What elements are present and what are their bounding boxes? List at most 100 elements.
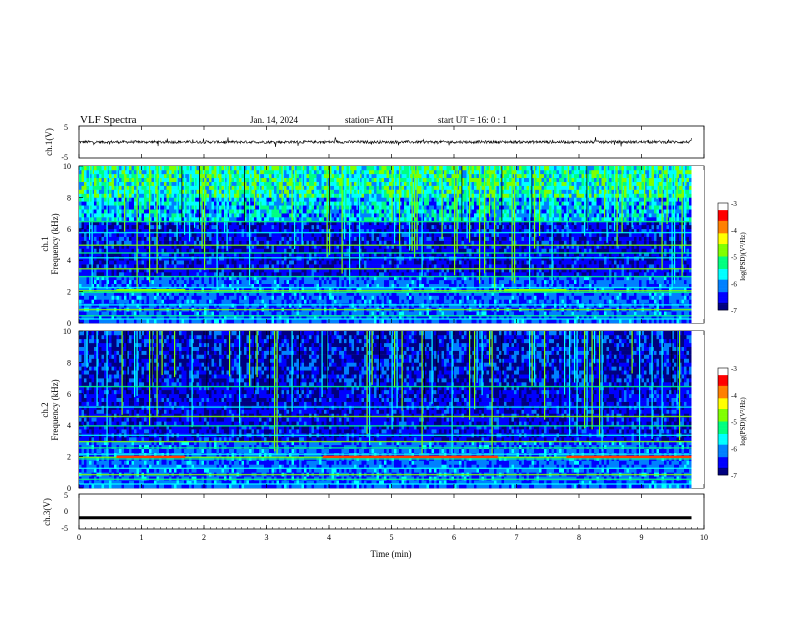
spectrogram-cell <box>366 295 370 300</box>
spectrogram-cell <box>204 166 207 171</box>
spectrogram-cell <box>149 181 152 186</box>
spectrogram-cell <box>191 311 195 316</box>
spectrogram-cell <box>189 232 192 237</box>
spectrogram-cell <box>139 217 142 222</box>
spectrogram-cell <box>324 193 327 198</box>
spectrogram-cell <box>331 201 335 206</box>
spectrogram-cell <box>261 213 265 218</box>
spectrogram-cell <box>271 272 275 277</box>
spectrogram-cell <box>314 236 317 241</box>
spectrogram-cell <box>234 177 237 183</box>
spectrogram-cell <box>176 275 180 281</box>
spectrogram-cell <box>91 205 95 210</box>
spectrogram-cell <box>144 193 147 198</box>
spectrogram-cell <box>216 228 220 234</box>
spectrogram-cell <box>116 209 120 214</box>
spectrogram-cell <box>171 244 175 249</box>
spectrogram-cell <box>126 319 130 324</box>
spectrogram-cell <box>271 264 275 269</box>
spectrogram-cell <box>239 193 242 198</box>
spectrogram-cell <box>146 236 150 241</box>
spectrogram-cell <box>96 232 100 237</box>
spectrogram-cell <box>334 169 337 175</box>
spectrogram-cell <box>379 185 382 190</box>
spectrogram-cell <box>104 185 107 190</box>
spectrogram-cell <box>141 181 145 186</box>
spectrogram-cell <box>111 205 115 210</box>
spectrogram-cell <box>291 224 295 230</box>
spectrogram-cell <box>134 213 137 218</box>
spectrogram-cell <box>296 209 300 214</box>
spectrogram-cell <box>331 232 335 237</box>
spectrogram-cell <box>81 260 85 265</box>
spectrogram-cell <box>154 232 157 237</box>
spectrogram-cell <box>274 264 277 269</box>
spectrogram-cell <box>324 217 327 222</box>
spectrogram-cell <box>264 264 267 269</box>
spectrogram-cell <box>364 189 367 194</box>
spectrogram-cell <box>209 319 212 324</box>
spectrogram-cell <box>96 197 100 202</box>
spectrogram-cell <box>286 205 290 210</box>
sferic-streak <box>89 166 91 240</box>
spectrogram-cell <box>84 311 87 316</box>
spectrogram-cell <box>331 189 335 194</box>
spectrogram-cell <box>101 205 105 210</box>
spectrogram-cell <box>116 299 120 304</box>
spectrogram-cell <box>266 185 270 190</box>
spectrogram-cell <box>331 185 335 190</box>
spectrogram-cell <box>199 299 202 304</box>
spectrogram-cell <box>384 177 387 183</box>
spectrogram-cell <box>334 319 337 324</box>
spectrogram-cell <box>376 279 380 285</box>
spectrogram-cell <box>239 311 242 316</box>
spectrogram-cell <box>364 311 367 316</box>
spectrogram-cell <box>251 311 255 316</box>
spectrogram-cell <box>156 275 160 281</box>
spectrogram-cell <box>151 205 155 210</box>
spectrogram-cell <box>329 295 332 300</box>
spectrogram-cell <box>309 169 312 175</box>
spectrogram-cell <box>186 224 190 230</box>
spectrogram-cell <box>254 213 257 218</box>
spectrogram-cell <box>356 248 360 253</box>
spectrogram-cell <box>136 240 140 245</box>
spectrogram-cell <box>296 177 300 183</box>
spectrogram-cell <box>201 287 205 292</box>
spectrogram-cell <box>101 268 105 273</box>
spectrogram-cell <box>139 236 142 241</box>
spectrogram-cell <box>119 232 122 237</box>
spectrogram-cell <box>274 205 277 210</box>
spectrogram-cell <box>179 197 182 202</box>
spectrogram-cell <box>186 177 190 183</box>
spectrogram-cell <box>354 189 357 194</box>
spectrogram-cell <box>161 264 165 269</box>
spectrogram-cell <box>111 248 115 253</box>
sferic-streak <box>176 166 178 242</box>
spectrogram-cell <box>299 279 302 285</box>
spectrogram-cell <box>224 315 227 320</box>
spectrogram-cell <box>336 209 340 214</box>
spectrogram-cell <box>144 283 147 289</box>
spectrogram-cell <box>379 295 382 300</box>
spectrogram-cell <box>106 268 110 273</box>
spectrogram-cell <box>191 224 195 230</box>
spectrogram-cell <box>136 315 140 320</box>
spectrogram-cell <box>141 177 145 183</box>
spectrogram-cell <box>346 166 350 171</box>
spectrogram-cell <box>341 279 345 285</box>
spectrogram-cell <box>164 260 167 265</box>
spectrogram-cell <box>94 315 97 320</box>
spectrogram-cell <box>124 236 127 241</box>
spectrogram-cell <box>89 209 92 214</box>
spectrogram-cell <box>79 228 82 234</box>
spectrogram-cell <box>84 185 87 190</box>
spectrogram-cell <box>194 209 197 214</box>
spectrogram-cell <box>231 248 235 253</box>
spectrogram-cell <box>174 299 177 304</box>
spectrogram-cell <box>156 264 160 269</box>
spectrogram-cell <box>86 260 90 265</box>
spectrogram-cell <box>386 248 390 253</box>
spectrogram-cell <box>381 272 385 277</box>
spectrogram-cell <box>219 275 222 281</box>
